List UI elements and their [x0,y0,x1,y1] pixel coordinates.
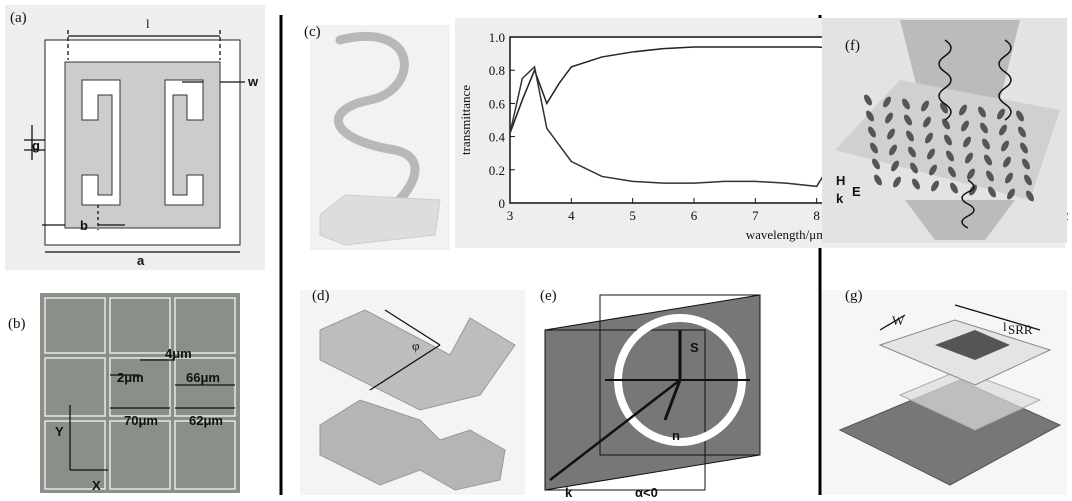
panel-label: (c) [304,24,321,40]
axis-label: X [92,478,101,493]
panel-d: (d) φ [300,288,525,495]
y-tick-label: 0.4 [489,130,506,145]
dim-label: g [32,138,40,153]
dim-label: a [137,253,145,268]
angle-label: φ [412,338,420,353]
x-tick-label: 6 [691,208,698,223]
dim-label: w [247,74,259,89]
dim-label: l [146,16,150,31]
dim-label: 62μm [189,413,223,428]
field-label: H [836,173,845,188]
axis-label: Y [55,424,64,439]
panel-label: (d) [312,288,330,304]
dim-label: 66μm [186,370,220,385]
y-axis-label: transmittance [458,85,473,155]
y-tick-label: 0.8 [489,63,505,78]
y-tick-label: 0.2 [489,163,505,178]
panel-a: (a) l w g b a [5,5,265,270]
y-tick-label: 0.6 [489,96,506,111]
y-tick-label: 1.0 [489,30,505,45]
x-tick-label: 7 [752,208,759,223]
dim-label: 4μm [165,346,192,361]
vector-label: S [690,340,699,355]
vector-label: n [672,428,680,443]
field-label: k [836,191,844,206]
x-tick-label: 3 [507,208,514,223]
panel-label: (b) [8,316,26,332]
panel-label: (a) [10,10,27,26]
figure: (a) l w g b a (b) 4μm 2μm 66μm 70μm 62μm… [0,0,1072,501]
panel-label: (e) [540,288,557,304]
field-label: E [852,184,861,199]
panel-g: (g) W l SRR [822,288,1067,495]
condition-label: α<0 [635,485,658,500]
dim-label: l [1003,319,1007,334]
y-tick-label: 0 [499,196,506,211]
x-axis-label: wavelength/μm [746,227,827,242]
dim-label: 2μm [117,370,144,385]
panel-b: (b) 4μm 2μm 66μm 70μm 62μm Y X [8,293,240,493]
x-tick-label: 8 [813,208,820,223]
dim-label: 70μm [124,413,158,428]
panel-label: (g) [845,288,863,304]
x-tick-label: 5 [629,208,636,223]
vector-label: k [565,485,573,500]
panel-label: (f) [845,38,860,54]
panel-f: (f) H k E [822,18,1067,243]
dim-label: W [892,313,905,328]
dim-label: b [80,218,88,233]
x-tick-label: 4 [568,208,575,223]
panel-e: (e) S n k α<0 [540,288,760,500]
